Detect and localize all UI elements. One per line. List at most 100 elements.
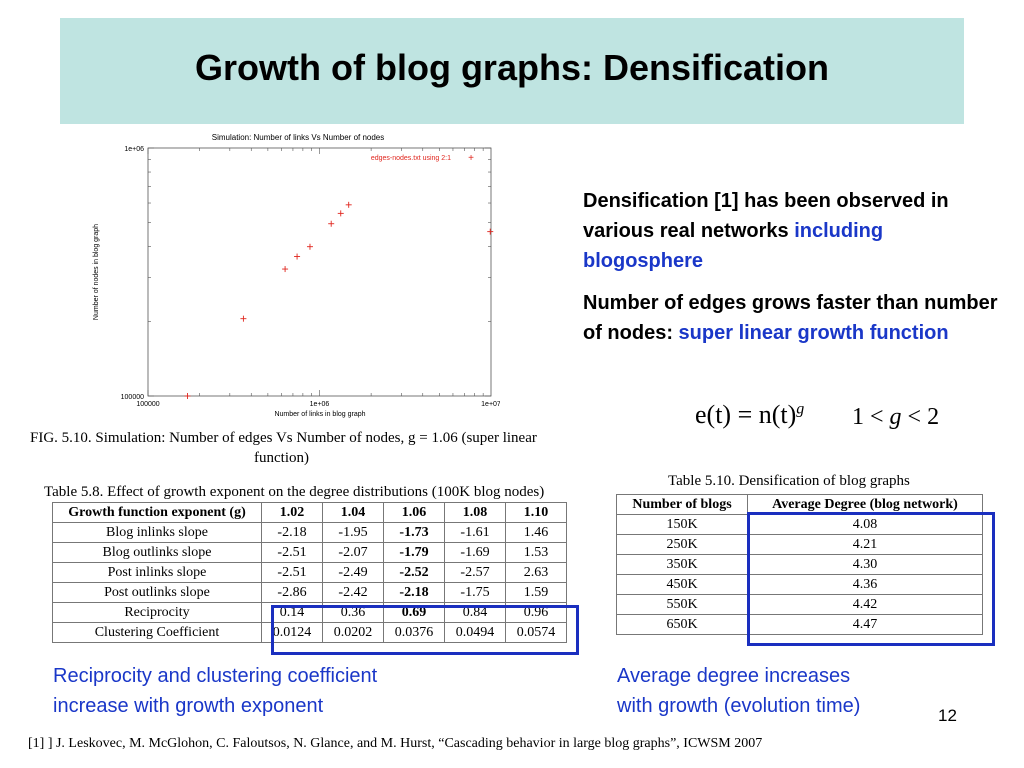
formula-main: e(t) = n(t) bbox=[695, 400, 797, 429]
table-cell: 650K bbox=[616, 614, 748, 635]
table-cell: 2.63 bbox=[505, 562, 567, 583]
table-cell: Reciprocity bbox=[52, 602, 262, 623]
highlight-box-average-degree bbox=[747, 512, 995, 646]
data-point bbox=[184, 393, 191, 399]
table1-caption: Table 5.8. Effect of growth exponent on … bbox=[44, 484, 545, 500]
note-line: Average degree increases bbox=[617, 665, 851, 687]
table-cell: -2.86 bbox=[261, 582, 323, 603]
average-degree-note: Average degree increases with growth (ev… bbox=[617, 661, 860, 721]
ineq-var: g bbox=[889, 404, 902, 430]
data-point bbox=[337, 210, 344, 217]
exponent-range: 1 < g < 2 bbox=[852, 404, 939, 431]
table-cell: -2.52 bbox=[383, 562, 445, 583]
data-point bbox=[294, 253, 301, 260]
table-header-cell: 1.10 bbox=[505, 502, 567, 523]
table-row: Blog outlinks slope -2.51 -2.07 -1.79 -1.69 1… bbox=[52, 542, 567, 563]
table-row: 650K 4.47 bbox=[616, 614, 983, 635]
legend-marker: + bbox=[468, 153, 474, 164]
bullet-list: Densification [1] has been observed in v… bbox=[583, 186, 1003, 360]
data-point bbox=[328, 220, 335, 227]
y-tick-label: 100000 bbox=[121, 394, 144, 401]
table-cell: 0.0376 bbox=[383, 622, 445, 643]
bullet-text: Densification [1] has been observed in v… bbox=[583, 190, 949, 242]
table-cell: -2.42 bbox=[322, 582, 384, 603]
bullet-text: Number of edges grows faster than number… bbox=[583, 292, 998, 344]
x-tick-label: 1e+07 bbox=[481, 401, 500, 408]
table-cell: 350K bbox=[616, 554, 748, 575]
title-banner: Growth of blog graphs: Densification bbox=[60, 18, 964, 124]
table-cell: 0.0574 bbox=[505, 622, 567, 643]
table-cell: 0.0494 bbox=[444, 622, 506, 643]
table-header-cell: Average Degree (blog network) bbox=[747, 494, 983, 515]
table-header-cell: Number of blogs bbox=[616, 494, 748, 515]
table-cell: Clustering Coefficient bbox=[52, 622, 262, 643]
table-cell: -2.51 bbox=[261, 542, 323, 563]
axis-ticks: 100000 1e+06 1e+07 100000 1e+06 bbox=[121, 146, 500, 408]
y-tick-label: 1e+06 bbox=[124, 146, 144, 153]
table-row: Post outlinks slope -2.86 -2.42 -2.18 -1.75 1… bbox=[52, 582, 567, 603]
formula-exponent: g bbox=[796, 400, 805, 418]
table-header-row: Growth function exponent (g) 1.02 1.04 1… bbox=[52, 502, 567, 523]
table-cell: -1.75 bbox=[444, 582, 506, 603]
chart-title: Simulation: Number of links Vs Number of… bbox=[212, 133, 385, 142]
legend-label: edges-nodes.txt using 2:1 bbox=[371, 155, 451, 162]
scatter-chart: Simulation: Number of links Vs Number of… bbox=[93, 133, 500, 418]
note-line: with growth (evolution time) bbox=[617, 695, 861, 717]
table-cell: -2.51 bbox=[261, 562, 323, 583]
plot-frame bbox=[147, 147, 492, 397]
table-row: Post inlinks slope -2.51 -2.49 -2.52 -2.57 2.… bbox=[52, 562, 567, 583]
bullet-densification: Densification [1] has been observed in v… bbox=[583, 186, 1003, 276]
table-cell: -2.18 bbox=[261, 522, 323, 543]
figure-caption: FIG. 5.10. Simulation: Number of edges V… bbox=[30, 428, 570, 468]
table-cell: -1.95 bbox=[322, 522, 384, 543]
y-axis-label: Number of nodes in blog graph bbox=[93, 224, 100, 320]
figure-caption-line2: function) bbox=[254, 450, 309, 466]
growth-exponent-table: Growth function exponent (g) 1.02 1.04 1… bbox=[52, 502, 567, 643]
figure-caption-line1: FIG. 5.10. Simulation: Number of edges V… bbox=[30, 430, 537, 446]
table-cell: 450K bbox=[616, 574, 748, 595]
table-cell: 4.42 bbox=[747, 594, 983, 615]
table-cell: 150K bbox=[616, 514, 748, 535]
x-tick-label: 1e+06 bbox=[310, 401, 330, 408]
data-point bbox=[240, 315, 247, 322]
growth-formula: e(t) = n(t)g bbox=[695, 400, 804, 430]
table-cell: -1.79 bbox=[383, 542, 445, 563]
table-cell: -2.07 bbox=[322, 542, 384, 563]
table-cell: 250K bbox=[616, 534, 748, 555]
table-cell: -2.18 bbox=[383, 582, 445, 603]
table-row: Clustering Coefficient 0.0124 0.0202 0.0376… bbox=[52, 622, 567, 643]
table-cell: -1.73 bbox=[383, 522, 445, 543]
table2-caption: Table 5.10. Densification of blog graphs bbox=[668, 473, 910, 489]
table-cell: Blog inlinks slope bbox=[52, 522, 262, 543]
slide-title: Growth of blog graphs: Densification bbox=[195, 47, 829, 88]
table-cell: Post outlinks slope bbox=[52, 582, 262, 603]
table-cell: -1.61 bbox=[444, 522, 506, 543]
table-cell: -2.57 bbox=[444, 562, 506, 583]
reciprocity-note: Reciprocity and clustering coefficient i… bbox=[53, 661, 377, 721]
table-row: 550K 4.42 bbox=[616, 594, 983, 615]
table-cell: 1.53 bbox=[505, 542, 567, 563]
table-row: Blog inlinks slope -2.18 -1.95 -1.73 -1.61 1.… bbox=[52, 522, 567, 543]
table-cell: -1.69 bbox=[444, 542, 506, 563]
note-line: Reciprocity and clustering coefficient bbox=[53, 665, 378, 687]
ineq-right: < 2 bbox=[901, 404, 940, 430]
table-cell: 0.0202 bbox=[322, 622, 384, 643]
data-point bbox=[282, 266, 289, 273]
x-axis-label: Number of links in blog graph bbox=[274, 411, 365, 418]
table-cell: 1.59 bbox=[505, 582, 567, 603]
data-point bbox=[345, 201, 352, 208]
table-header-cell: Growth function exponent (g) bbox=[52, 502, 262, 523]
densification-table: Number of blogs Average Degree (blog net… bbox=[616, 494, 983, 635]
table-header-cell: 1.04 bbox=[322, 502, 384, 523]
table-cell: Post inlinks slope bbox=[52, 562, 262, 583]
table-header-cell: 1.08 bbox=[444, 502, 506, 523]
table-cell: 4.47 bbox=[747, 614, 983, 635]
note-line: increase with growth exponent bbox=[53, 695, 324, 717]
bullet-highlight: including blogosphere bbox=[583, 220, 884, 272]
table-cell: 1.46 bbox=[505, 522, 567, 543]
table-cell: Blog outlinks slope bbox=[52, 542, 262, 563]
table-header-cell: 1.02 bbox=[261, 502, 323, 523]
bullet-edges-growth: Number of edges grows faster than number… bbox=[583, 288, 1003, 348]
bullet-highlight: super linear growth function bbox=[678, 322, 949, 344]
table-cell: 550K bbox=[616, 594, 748, 615]
